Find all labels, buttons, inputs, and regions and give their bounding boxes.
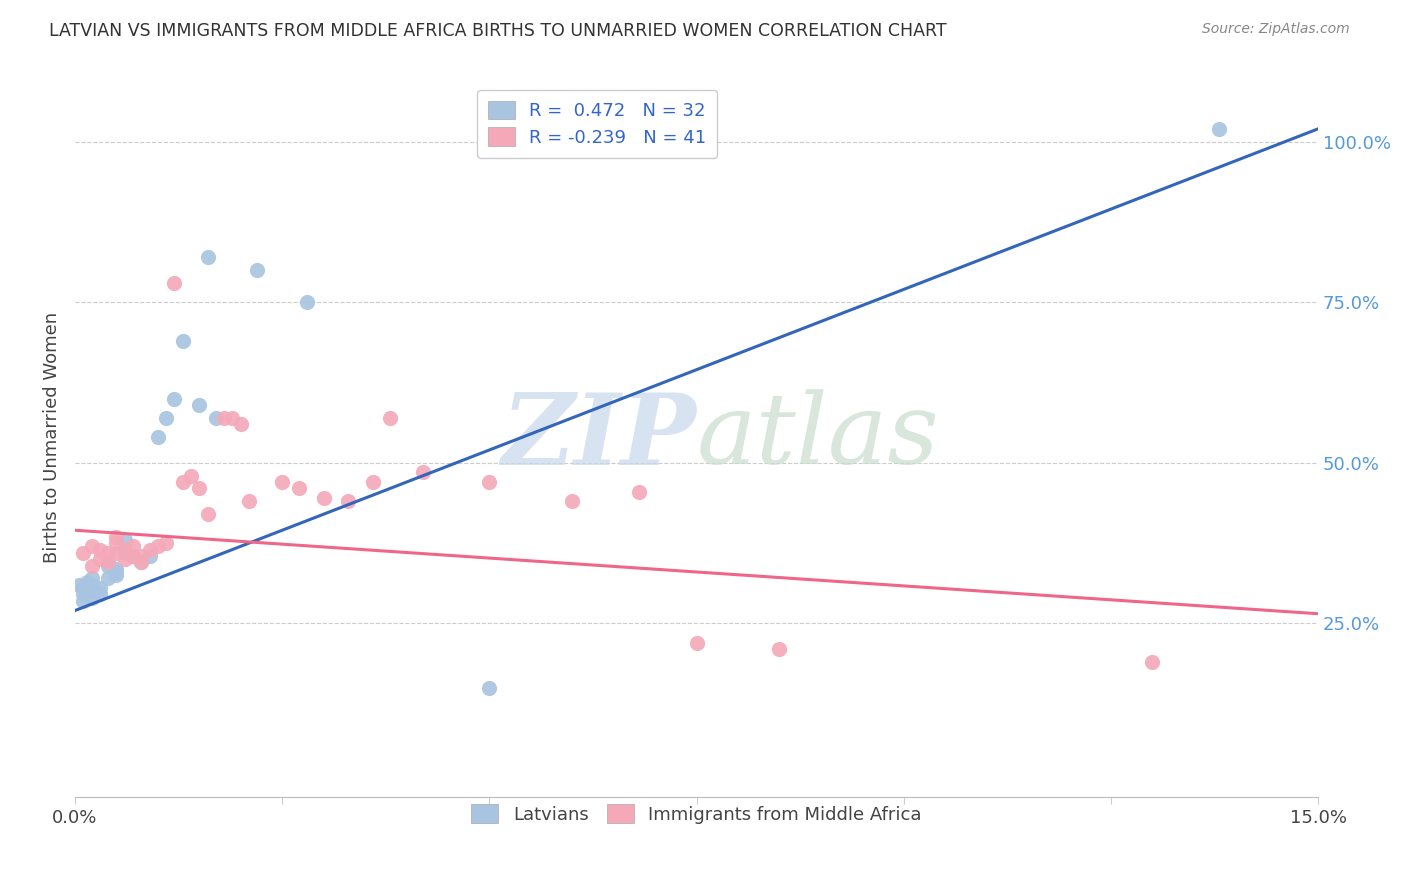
Point — [105, 562, 128, 576]
Point — [1208, 121, 1230, 136]
Text: Source: ZipAtlas.com: Source: ZipAtlas.com — [1202, 22, 1350, 37]
Text: LATVIAN VS IMMIGRANTS FROM MIDDLE AFRICA BIRTHS TO UNMARRIED WOMEN CORRELATION C: LATVIAN VS IMMIGRANTS FROM MIDDLE AFRICA… — [49, 22, 946, 40]
Point — [287, 482, 309, 496]
Point — [212, 410, 235, 425]
Point — [97, 546, 120, 560]
Point — [72, 546, 94, 560]
Point — [180, 468, 202, 483]
Point — [337, 494, 360, 508]
Point — [627, 484, 650, 499]
Point — [378, 410, 401, 425]
Point — [138, 542, 160, 557]
Point — [131, 549, 153, 563]
Point — [478, 475, 501, 489]
Point — [246, 263, 269, 277]
Point — [76, 574, 98, 589]
Point — [72, 594, 94, 608]
Point — [146, 539, 169, 553]
Text: atlas: atlas — [696, 390, 939, 484]
Point — [205, 410, 228, 425]
Point — [561, 494, 583, 508]
Point — [122, 539, 145, 553]
Point — [80, 578, 103, 592]
Point — [188, 398, 211, 412]
Point — [89, 587, 111, 601]
Point — [295, 295, 318, 310]
Point — [229, 417, 252, 432]
Point — [105, 546, 128, 560]
Point — [238, 494, 260, 508]
Point — [131, 555, 153, 569]
Point — [80, 584, 103, 599]
Point — [97, 558, 120, 573]
Point — [122, 549, 145, 563]
Y-axis label: Births to Unmarried Women: Births to Unmarried Women — [44, 311, 60, 563]
Point — [271, 475, 294, 489]
Point — [478, 681, 501, 695]
Point — [155, 410, 177, 425]
Point — [188, 482, 211, 496]
Point — [131, 555, 153, 569]
Point — [172, 475, 194, 489]
Point — [197, 250, 219, 264]
Point — [685, 635, 707, 649]
Point — [163, 276, 186, 290]
Point — [114, 546, 136, 560]
Point — [114, 542, 136, 557]
Point — [105, 536, 128, 550]
Point — [105, 565, 128, 579]
Point — [221, 410, 243, 425]
Point — [80, 591, 103, 605]
Legend: Latvians, Immigrants from Middle Africa: Latvians, Immigrants from Middle Africa — [461, 794, 932, 835]
Point — [768, 642, 790, 657]
Point — [72, 587, 94, 601]
Point — [97, 555, 120, 569]
Point — [89, 581, 111, 595]
Point — [146, 430, 169, 444]
Point — [80, 571, 103, 585]
Point — [105, 530, 128, 544]
Point — [67, 578, 90, 592]
Point — [72, 581, 94, 595]
Point — [114, 533, 136, 547]
Point — [80, 558, 103, 573]
Point — [172, 334, 194, 348]
Point — [363, 475, 385, 489]
Point — [312, 491, 335, 505]
Point — [163, 392, 186, 406]
Point — [97, 571, 120, 585]
Point — [155, 536, 177, 550]
Point — [89, 542, 111, 557]
Point — [138, 549, 160, 563]
Point — [412, 466, 434, 480]
Point — [197, 507, 219, 521]
Text: ZIP: ZIP — [502, 389, 696, 485]
Point — [89, 552, 111, 566]
Point — [1142, 655, 1164, 669]
Point — [122, 549, 145, 563]
Point — [80, 539, 103, 553]
Point — [105, 568, 128, 582]
Point — [114, 552, 136, 566]
